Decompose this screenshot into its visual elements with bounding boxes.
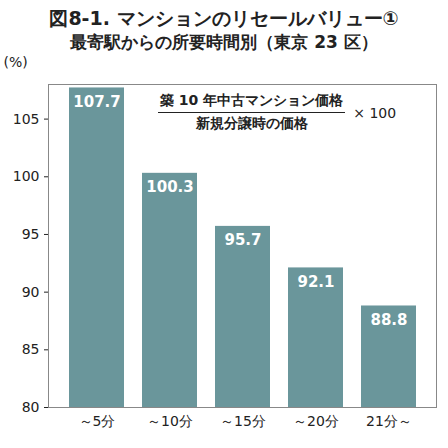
html-text:最寄駅からの所要時間別（東京 23 区）: 最寄駅からの所要時間別（東京 23 区） bbox=[70, 32, 378, 52]
svg-text:105: 105 bbox=[13, 111, 40, 127]
svg-text:～15分: ～15分 bbox=[220, 413, 266, 429]
html-text:図8-1. マンションのリセールバリュー①: 図8-1. マンションのリセールバリュー① bbox=[49, 7, 399, 29]
svg-text:85: 85 bbox=[22, 341, 40, 357]
html-text:築 10 年中古マンション価格: 築 10 年中古マンション価格 bbox=[160, 92, 344, 108]
svg-text:～5分: ～5分 bbox=[79, 413, 116, 429]
svg-text:100.3: 100.3 bbox=[146, 178, 193, 196]
html-text:新規分譲時の価格: 新規分譲時の価格 bbox=[195, 115, 308, 131]
svg-text:107.7: 107.7 bbox=[73, 93, 120, 111]
svg-text:90: 90 bbox=[22, 284, 40, 300]
svg-text:80: 80 bbox=[22, 399, 40, 415]
svg-text:95: 95 bbox=[22, 226, 40, 242]
html-text:× 100: × 100 bbox=[353, 104, 397, 121]
svg-text:(%): (%) bbox=[4, 54, 28, 70]
svg-text:～10分: ～10分 bbox=[147, 413, 193, 429]
svg-text:88.8: 88.8 bbox=[370, 311, 407, 329]
svg-text:～20分: ～20分 bbox=[293, 413, 339, 429]
svg-text:100: 100 bbox=[13, 168, 40, 184]
svg-text:92.1: 92.1 bbox=[297, 273, 334, 291]
svg-text:21分～: 21分～ bbox=[366, 413, 412, 429]
svg-text:95.7: 95.7 bbox=[224, 231, 261, 249]
